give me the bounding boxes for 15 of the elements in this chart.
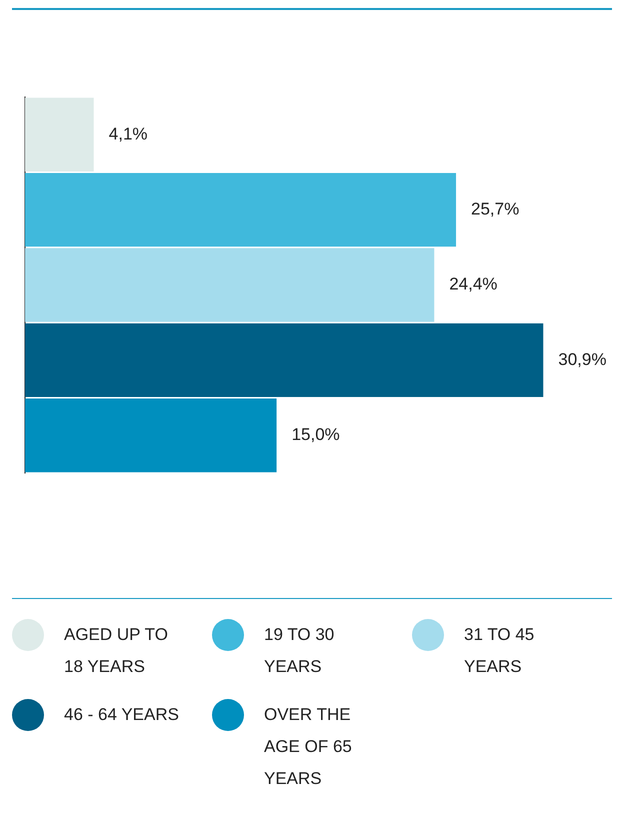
- data-label: 25,7%: [471, 199, 520, 218]
- data-label: 24,4%: [449, 274, 498, 294]
- bar: [25, 248, 434, 322]
- legend-label: AGED UP TO 18 YEARS: [64, 624, 169, 678]
- legend-label: 46 - 64 YEARS: [64, 704, 180, 726]
- legend-label: OVER THE AGE OF 65 YEARS: [264, 704, 353, 790]
- data-label: 4,1%: [108, 124, 148, 144]
- data-label: 15,0%: [292, 425, 340, 444]
- bar: [25, 323, 544, 398]
- bar: [25, 172, 456, 247]
- legend-label: 19 TO 30 YEARS: [264, 624, 336, 678]
- data-label: 30,9%: [558, 350, 606, 369]
- bar: [25, 398, 277, 472]
- legend-label: 31 TO 45 YEARS: [464, 624, 536, 678]
- bar: [25, 98, 94, 172]
